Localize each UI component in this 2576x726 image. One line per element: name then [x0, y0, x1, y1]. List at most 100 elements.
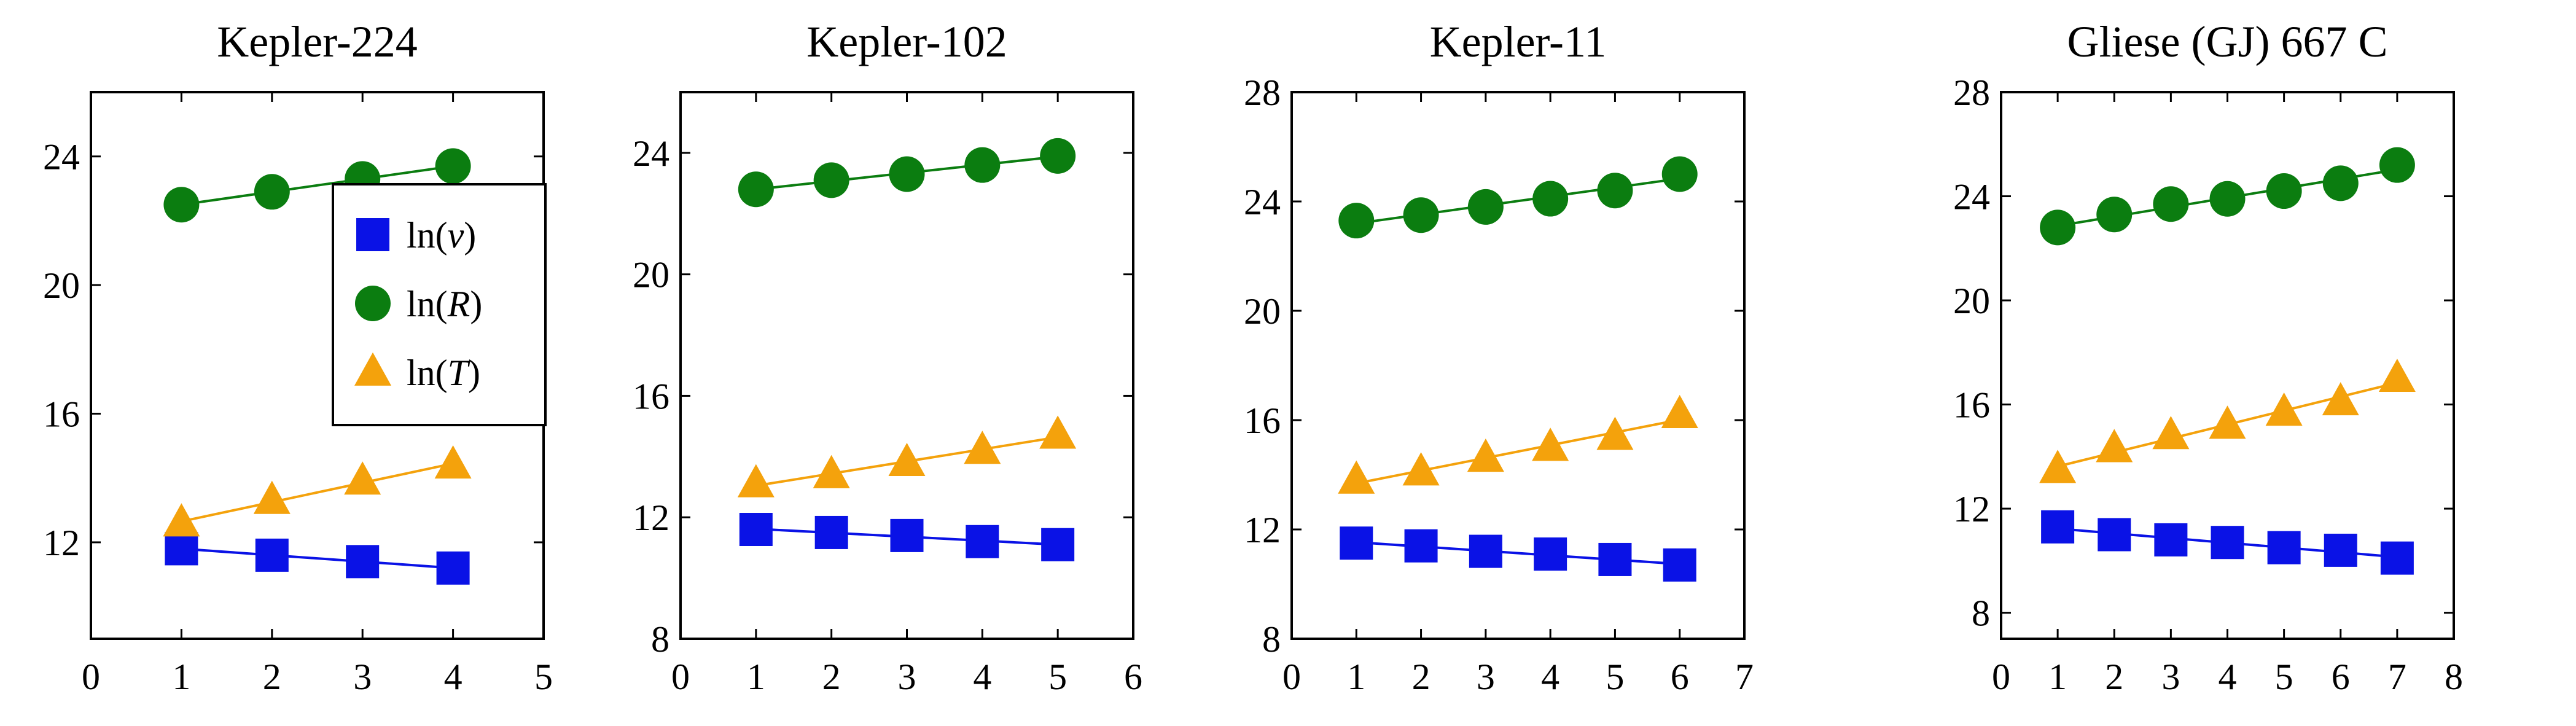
x-tick-label: 2: [263, 657, 281, 697]
y-tick-label: 16: [43, 394, 80, 435]
x-tick-label: 4: [1541, 657, 1559, 697]
x-tick-label: 5: [534, 657, 553, 697]
x-tick-label: 4: [973, 657, 991, 697]
data-point-T: [1661, 394, 1698, 428]
x-tick-label: 5: [1606, 657, 1624, 697]
data-point-T: [344, 461, 381, 495]
x-tick-label: 0: [82, 657, 100, 697]
y-tick-label: 24: [633, 133, 669, 174]
data-point-v: [1663, 548, 1696, 582]
data-point-v: [2211, 526, 2244, 560]
data-point-v: [2154, 523, 2188, 556]
data-point-R: [254, 174, 290, 210]
data-point-T: [1039, 415, 1077, 449]
x-tick-label: 6: [2332, 657, 2350, 697]
data-point-T: [813, 455, 850, 488]
series-line-T: [1356, 418, 1680, 485]
data-point-R: [163, 187, 200, 223]
x-tick-label: 4: [2219, 657, 2237, 697]
y-tick-label: 8: [1262, 619, 1281, 660]
legend-marker-v: [356, 218, 389, 251]
x-tick-label: 0: [1992, 657, 2010, 697]
x-tick-label: 2: [1412, 657, 1430, 697]
chart-title: Gliese (GJ) 667 C: [2067, 17, 2388, 66]
data-point-v: [966, 525, 999, 558]
data-point-R: [2209, 181, 2246, 217]
data-point-R: [1040, 138, 1076, 174]
data-point-T: [2152, 416, 2190, 450]
legend-label-suffix: ): [470, 284, 482, 324]
x-tick-label: 3: [898, 657, 916, 697]
data-point-T: [964, 431, 1001, 464]
x-tick-label: 8: [2445, 657, 2463, 697]
x-tick-label: 0: [1282, 657, 1301, 697]
data-point-T: [2265, 392, 2303, 426]
x-tick-label: 0: [671, 657, 690, 697]
legend-marker-R: [355, 286, 391, 321]
data-point-R: [1661, 156, 1698, 192]
legend-label-prefix: ln(: [407, 215, 448, 256]
y-tick-label: 24: [43, 137, 80, 178]
x-tick-label: 2: [822, 657, 841, 697]
x-tick-label: 7: [1735, 657, 1754, 697]
data-point-R: [1597, 173, 1633, 209]
data-point-T: [1596, 416, 1634, 450]
data-point-v: [165, 532, 198, 566]
data-point-v: [1469, 534, 1502, 568]
x-tick-label: 3: [353, 657, 372, 697]
legend-label-var: v: [448, 215, 464, 256]
x-tick-label: 3: [1477, 657, 1495, 697]
y-tick-label: 28: [1244, 72, 1281, 113]
legend-marker-T: [354, 352, 391, 386]
data-point-R: [2153, 186, 2189, 222]
data-point-T: [2322, 382, 2359, 416]
data-point-T: [253, 480, 291, 514]
chart-title: Kepler-102: [806, 17, 1007, 66]
data-point-R: [2040, 209, 2076, 246]
legend-label-suffix: ): [464, 215, 476, 256]
data-point-T: [163, 503, 200, 537]
x-tick-label: 5: [2275, 657, 2293, 697]
legend-label-var: T: [448, 353, 470, 393]
legend-label-v: ln(v): [407, 215, 476, 256]
data-point-T: [2096, 429, 2133, 463]
data-point-v: [255, 538, 289, 572]
data-point-v: [2098, 518, 2131, 552]
data-point-T: [1402, 452, 1440, 486]
y-tick-label: 12: [1244, 510, 1281, 550]
data-point-v: [346, 545, 380, 579]
legend-label-prefix: ln(: [407, 353, 448, 393]
data-point-R: [435, 148, 471, 184]
data-point-v: [814, 515, 848, 549]
data-point-T: [2209, 405, 2246, 439]
data-point-T: [2039, 450, 2077, 483]
data-point-v: [1598, 542, 1632, 576]
x-tick-label: 1: [747, 657, 765, 697]
data-point-R: [889, 156, 925, 192]
legend-label-prefix: ln(: [407, 284, 448, 324]
data-point-R: [2266, 173, 2302, 209]
y-tick-label: 16: [1244, 400, 1281, 441]
data-point-R: [1403, 197, 1439, 233]
data-point-v: [2380, 541, 2414, 575]
legend: ln(v)ln(R)ln(T): [332, 183, 547, 426]
data-point-T: [434, 445, 472, 479]
x-tick-label: 3: [2161, 657, 2180, 697]
y-tick-label: 16: [633, 376, 669, 416]
y-tick-label: 16: [1953, 385, 1990, 426]
x-tick-label: 6: [1124, 657, 1142, 697]
y-tick-label: 24: [1244, 182, 1281, 222]
x-tick-label: 1: [2048, 657, 2067, 697]
legend-label-suffix: ): [468, 353, 480, 393]
x-tick-label: 6: [1671, 657, 1689, 697]
chart-title: Kepler-11: [1430, 17, 1607, 66]
data-point-R: [2322, 165, 2359, 201]
data-point-T: [888, 442, 926, 477]
data-point-R: [2096, 197, 2133, 233]
data-point-v: [1404, 529, 1438, 563]
data-point-v: [2267, 531, 2301, 564]
y-tick-label: 8: [1972, 593, 1990, 634]
